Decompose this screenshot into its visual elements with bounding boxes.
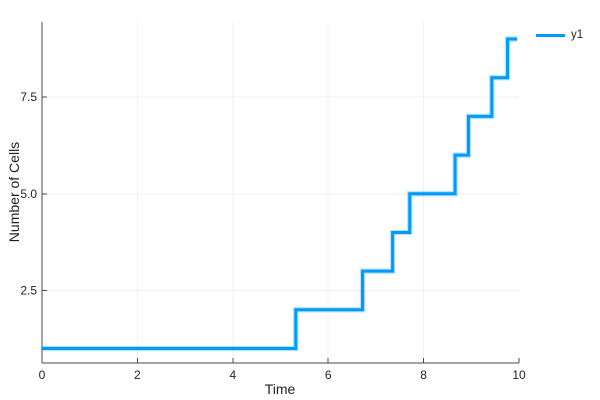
x-tick-label-2: 2 <box>134 368 141 382</box>
series-line-y1 <box>42 37 518 350</box>
x-tick-label-6: 6 <box>325 368 332 382</box>
legend: y1 <box>536 29 583 41</box>
x-tick-label-0: 0 <box>39 368 46 382</box>
x-tick-label-8: 8 <box>420 368 427 382</box>
legend-line-swatch-y1 <box>536 33 565 37</box>
x-tick-label-10: 10 <box>512 368 526 382</box>
y-tick-label-5.0: 5.0 <box>20 187 37 201</box>
legend-label-y1: y1 <box>571 29 584 41</box>
y-tick-label-2.5: 2.5 <box>20 283 37 297</box>
y-tick-label-7.5: 7.5 <box>20 90 37 104</box>
x-tick-label-4: 4 <box>229 368 236 382</box>
